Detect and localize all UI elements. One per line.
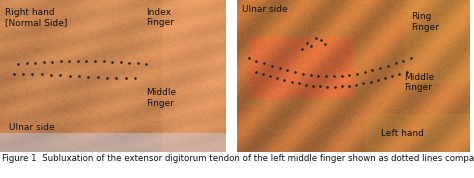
Text: Index
Finger: Index Finger: [146, 8, 174, 27]
Text: Left hand: Left hand: [381, 129, 424, 138]
Text: Middle
Finger: Middle Finger: [404, 73, 434, 92]
Text: Ulnar side: Ulnar side: [242, 5, 287, 14]
Text: Middle
Finger: Middle Finger: [146, 88, 176, 108]
Text: Right hand
[Normal Side]: Right hand [Normal Side]: [4, 8, 67, 27]
Text: Figure 1  Subluxation of the extensor digitorum tendon of the left middle finger: Figure 1 Subluxation of the extensor dig…: [2, 154, 474, 163]
Text: Ring
Finger: Ring Finger: [411, 12, 439, 32]
Text: Ulnar side: Ulnar side: [9, 123, 55, 132]
